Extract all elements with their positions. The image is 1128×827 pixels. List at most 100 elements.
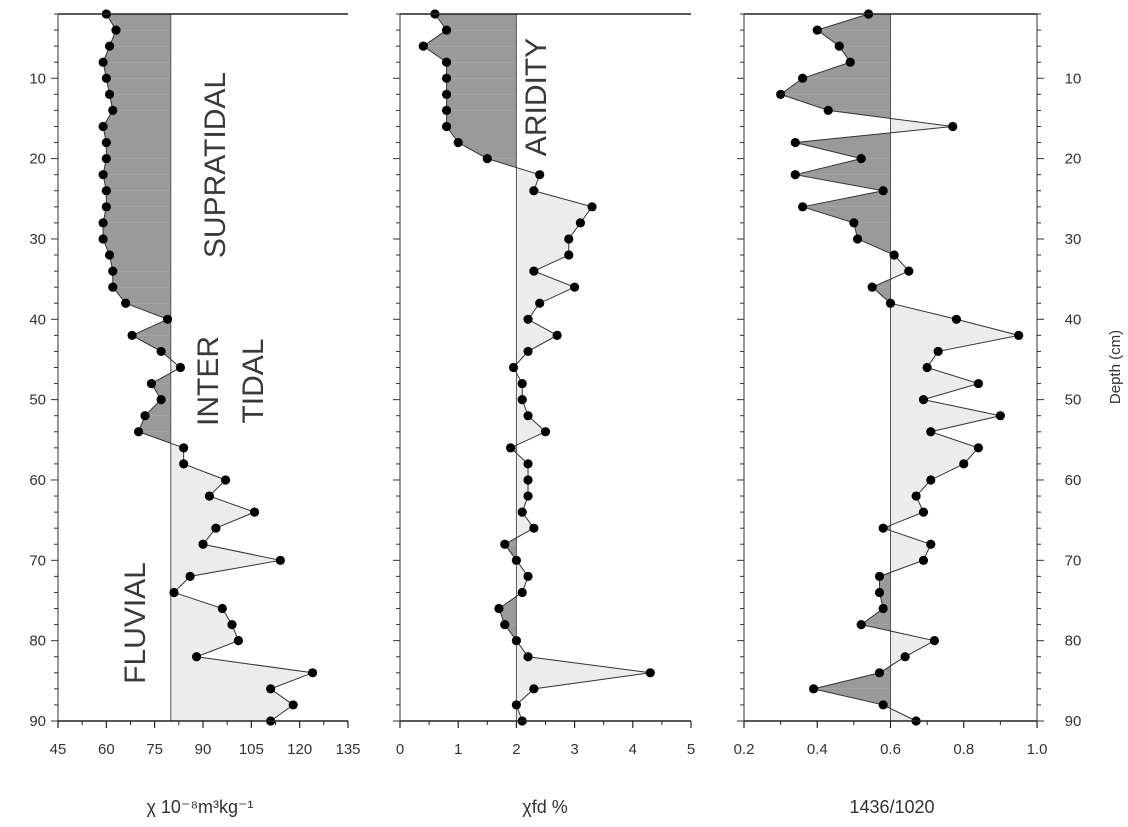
data-point xyxy=(523,411,533,421)
profile-fill-segment xyxy=(103,46,171,63)
data-point xyxy=(211,523,221,533)
data-point xyxy=(570,282,580,292)
susceptibility-points xyxy=(98,9,318,726)
profile-fill-segment xyxy=(890,383,979,400)
data-point xyxy=(852,234,863,244)
depth-axis-label: Depth (cm) xyxy=(1107,330,1124,404)
right-y-tick-label: 50 xyxy=(1065,392,1082,409)
profile-fill-segment xyxy=(516,399,529,416)
profile-fill-segment xyxy=(516,190,593,207)
data-point xyxy=(517,395,527,405)
data-point xyxy=(878,523,888,533)
data-point xyxy=(288,700,298,710)
annotation-inter: INTER xyxy=(192,336,225,426)
data-point xyxy=(845,57,855,67)
y-tick-label: 60 xyxy=(29,472,46,489)
frequency-dependent-panel: 0 1 2 3 4 5 ARIDITY χfd % xyxy=(393,9,695,817)
profile-fill-segment xyxy=(170,688,294,705)
data-point xyxy=(233,636,244,646)
profile-fill-segment xyxy=(516,415,546,432)
data-point xyxy=(108,266,118,276)
profile-fill-segment xyxy=(516,238,569,256)
annotation-supratidal: SUPRATIDAL xyxy=(199,72,232,258)
profile-fill-segment xyxy=(516,576,529,593)
data-point xyxy=(523,314,533,324)
profile-fill-segment xyxy=(106,190,171,207)
profile-fill-segment xyxy=(498,608,517,625)
data-point xyxy=(517,378,527,389)
y-tick-label: 80 xyxy=(29,633,46,650)
x-tick-label: 120 xyxy=(287,741,312,758)
data-point xyxy=(104,250,115,260)
profile-fill-segment xyxy=(103,174,171,191)
data-point xyxy=(98,218,108,228)
profile-fill-segment xyxy=(879,576,891,593)
x-tick-label: 60 xyxy=(98,741,115,758)
data-point xyxy=(790,170,800,180)
profile-fill-segment xyxy=(170,640,239,657)
profile-fill-segment xyxy=(103,62,171,79)
data-point xyxy=(249,507,260,517)
profile-fill-segment xyxy=(103,126,171,143)
data-point xyxy=(1014,330,1024,340)
data-point xyxy=(140,411,150,421)
data-point xyxy=(523,475,533,485)
data-point xyxy=(973,378,984,389)
data-point xyxy=(904,266,914,276)
data-point xyxy=(798,73,808,83)
profile-fill-segment xyxy=(112,271,171,288)
data-point xyxy=(926,427,936,437)
profile-fill-segment xyxy=(170,608,232,625)
data-point xyxy=(776,89,786,99)
data-point xyxy=(823,105,833,116)
data-point xyxy=(926,475,936,485)
data-point xyxy=(101,186,111,196)
x-tick-label: 0.4 xyxy=(807,741,828,758)
y-tick-label: 70 xyxy=(29,552,46,569)
right-y-tick-label: 20 xyxy=(1065,151,1082,168)
right-y-tick-label: 10 xyxy=(1065,70,1082,87)
data-point xyxy=(973,443,984,453)
x-tick-label: 0.6 xyxy=(880,741,901,758)
data-point xyxy=(812,25,822,35)
profile-fill-segment xyxy=(145,399,171,416)
profile-fill-segment xyxy=(109,94,171,111)
data-point xyxy=(101,154,111,164)
profile-fill-segment xyxy=(103,206,171,223)
x-tick-label: 0.2 xyxy=(734,741,755,758)
profile-fill-segment xyxy=(109,255,171,272)
x-tick-label: 90 xyxy=(195,741,212,758)
profile-fill-segment xyxy=(817,14,891,31)
profile-fill-segment xyxy=(516,271,575,288)
annotation-tidal: TIDAL xyxy=(237,338,270,423)
susceptibility-axes: 45 60 75 90 105 120 135 10 20 30 40 50 60 70 80 90 xyxy=(29,13,361,758)
data-point xyxy=(918,395,929,405)
data-point xyxy=(198,539,208,549)
data-point xyxy=(856,619,866,630)
profile-fill-segment xyxy=(890,399,1001,416)
profile-fill-segment xyxy=(103,110,171,127)
data-point xyxy=(441,73,452,83)
profile-fill-segment xyxy=(516,206,593,223)
profile-fill-segment xyxy=(103,158,171,175)
data-point xyxy=(951,314,962,324)
data-point xyxy=(98,121,108,132)
profile-fill-segment xyxy=(890,463,964,480)
data-point xyxy=(179,443,189,453)
profile-fill-segment xyxy=(446,110,517,127)
profile-fill-segment xyxy=(170,512,255,529)
profile-fill-segment xyxy=(780,94,891,111)
profile-fill-segment xyxy=(170,656,313,673)
right-y-tick-label: 60 xyxy=(1065,472,1082,489)
data-point xyxy=(108,105,118,116)
profile-fill-segment xyxy=(106,78,171,95)
data-point xyxy=(878,603,888,614)
profile-fill-segment xyxy=(890,447,979,464)
profile-fill-segment xyxy=(890,367,979,384)
profile-fill-segment xyxy=(516,319,558,336)
data-point xyxy=(508,362,519,373)
profile-fill-segment xyxy=(103,238,171,256)
profile-fill-segment xyxy=(170,704,294,721)
y-tick-label: 30 xyxy=(29,231,46,248)
data-point xyxy=(878,186,888,196)
